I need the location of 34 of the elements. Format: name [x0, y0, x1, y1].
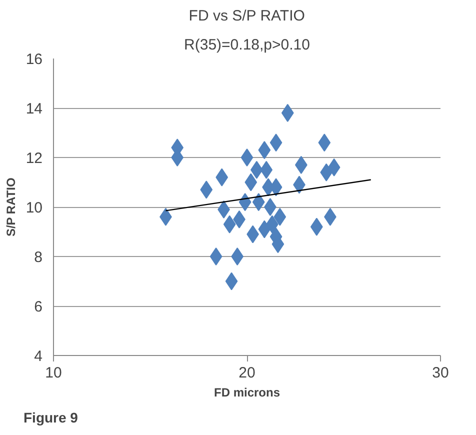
point: [281, 104, 294, 122]
point: [200, 180, 213, 199]
y-tick-label: 10: [26, 200, 43, 216]
point: [258, 141, 271, 160]
y-tick-label: 8: [34, 249, 42, 266]
point: [223, 215, 236, 234]
point: [260, 160, 273, 179]
y-tick-label: 16: [26, 51, 43, 68]
point: [258, 220, 271, 238]
x-tick-label: 20: [238, 364, 256, 382]
point: [266, 215, 278, 234]
y-tick-label: 4: [34, 348, 42, 365]
point: [216, 168, 228, 186]
point: [244, 173, 258, 192]
point: [225, 272, 238, 290]
point: [240, 148, 254, 166]
point: [328, 158, 340, 176]
x-tick-label: 30: [432, 364, 449, 382]
chart-title: FD vs S/P RATIO: [188, 8, 305, 24]
point: [210, 248, 222, 266]
point: [252, 193, 265, 212]
x-axis-title: FD microns: [214, 386, 280, 400]
y-tick-label: 12: [26, 150, 43, 167]
point: [238, 193, 252, 212]
point: [270, 134, 282, 152]
point: [318, 134, 331, 152]
y-tick-label: 14: [26, 100, 43, 118]
chart-subtitle: R(35)=0.18,p>0.10: [184, 36, 310, 54]
y-tick-label: 6: [34, 298, 42, 316]
point: [310, 218, 323, 236]
y-axis-title: S/P RATIO: [4, 178, 18, 237]
point: [274, 208, 286, 226]
caption: Figure 9: [24, 410, 78, 426]
x-tick-label: 10: [45, 364, 62, 382]
